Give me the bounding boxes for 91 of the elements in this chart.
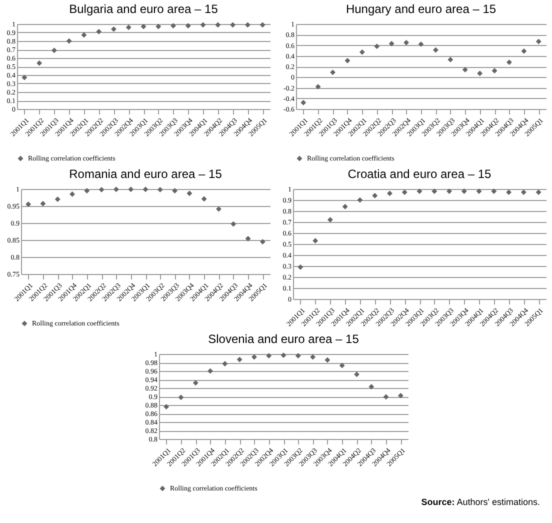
point [84, 188, 90, 194]
point [521, 48, 527, 54]
point [208, 368, 214, 374]
point [448, 56, 454, 62]
point [170, 22, 176, 28]
point [236, 356, 242, 362]
point [404, 40, 410, 46]
point [186, 190, 192, 196]
point [491, 188, 497, 194]
point [230, 221, 236, 227]
point [506, 60, 512, 65]
chart-title: Hungary and euro area – 15 [346, 2, 496, 16]
point [70, 191, 76, 197]
point [330, 70, 336, 76]
point [215, 22, 221, 28]
point [244, 22, 250, 28]
point [26, 202, 32, 208]
point [432, 188, 438, 194]
point [216, 206, 222, 212]
point [51, 48, 57, 54]
point [140, 24, 146, 30]
point [536, 190, 542, 196]
point [280, 352, 286, 358]
point [339, 362, 345, 368]
point [310, 354, 316, 360]
point [354, 372, 360, 378]
chart-title: Bulgaria and euro area – 15 [69, 2, 218, 16]
point [40, 200, 46, 206]
point [113, 186, 119, 192]
point [164, 404, 170, 410]
point [461, 188, 467, 194]
point [200, 22, 206, 28]
point [492, 68, 498, 74]
point [260, 22, 266, 28]
point [298, 264, 304, 270]
point [260, 238, 266, 244]
point [327, 217, 333, 223]
point [172, 188, 178, 194]
point [446, 188, 452, 194]
point [185, 22, 191, 28]
point [388, 40, 394, 46]
point [54, 196, 60, 202]
point [251, 354, 257, 360]
point [192, 380, 198, 386]
point [418, 41, 424, 47]
point [386, 190, 392, 196]
point [359, 49, 365, 55]
point [416, 188, 422, 194]
point [398, 392, 404, 398]
point [432, 47, 438, 53]
point [536, 38, 542, 44]
point [81, 32, 87, 38]
point [36, 60, 42, 66]
source-note: Source: Authors' estimations. [420, 497, 540, 507]
point [372, 192, 378, 198]
point [128, 186, 134, 192]
point [344, 58, 350, 64]
point [383, 394, 389, 400]
point [230, 22, 236, 28]
point [324, 357, 330, 363]
point [342, 204, 348, 210]
chart-title: Slovenia and euro area – 15 [208, 332, 360, 346]
point [506, 190, 512, 196]
point [22, 74, 28, 80]
point [462, 66, 468, 72]
point [110, 26, 116, 32]
point [295, 352, 301, 358]
point [142, 186, 148, 192]
point [476, 188, 482, 194]
point [300, 100, 306, 106]
point [266, 352, 272, 358]
point [157, 186, 163, 192]
point [66, 38, 72, 44]
point [357, 197, 363, 203]
point [201, 196, 207, 202]
point [98, 186, 104, 192]
point [368, 384, 374, 390]
point [374, 44, 380, 50]
point [402, 190, 408, 196]
point [312, 238, 318, 244]
point [96, 28, 102, 34]
point [222, 361, 228, 367]
point [315, 84, 321, 90]
point [520, 190, 526, 196]
chart-title: Croatia and euro area – 15 [348, 167, 492, 181]
point [178, 394, 184, 400]
point [126, 24, 132, 30]
point [477, 70, 483, 76]
chart-title: Romania and euro area – 15 [69, 167, 222, 181]
point [156, 24, 162, 30]
point [245, 236, 251, 242]
